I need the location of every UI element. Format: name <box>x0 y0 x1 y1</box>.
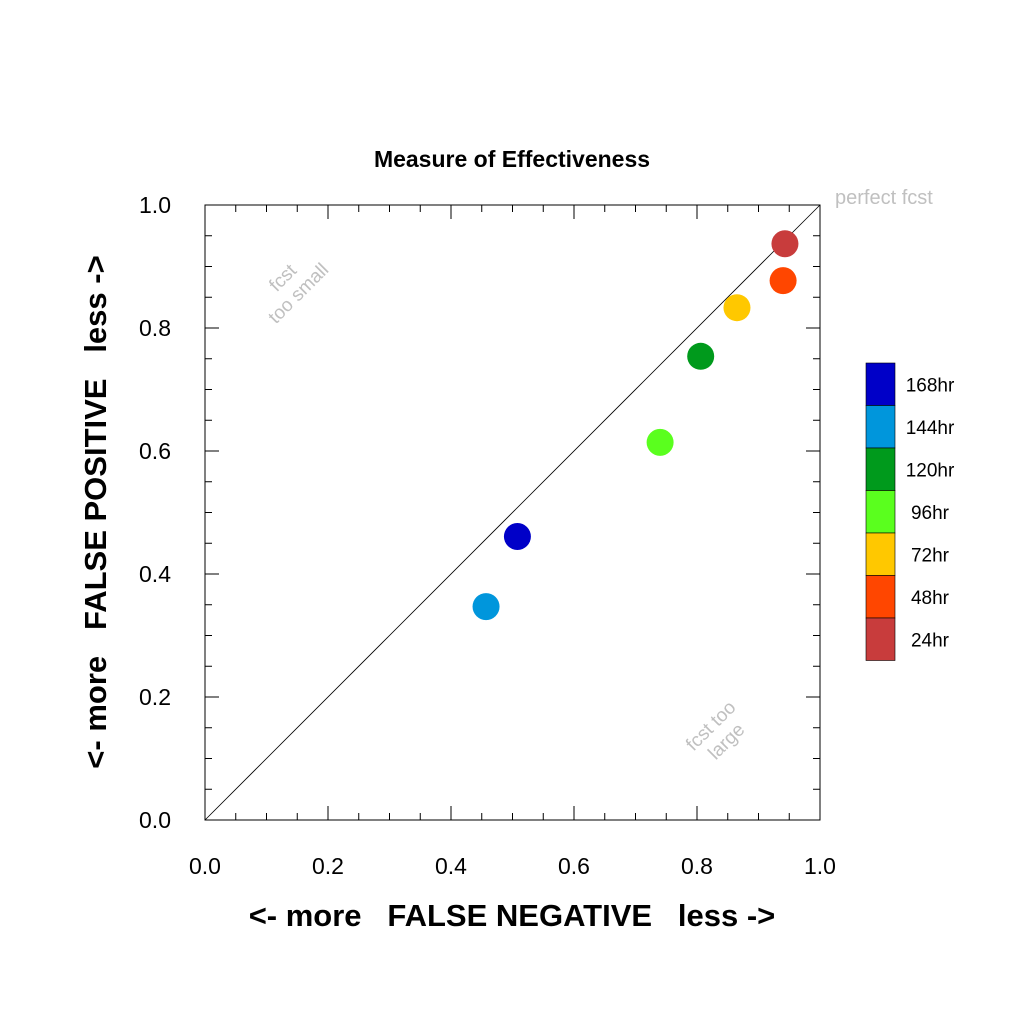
data-point-48hr <box>769 267 797 295</box>
data-points <box>472 230 799 621</box>
x-tick-label: 1.0 <box>804 853 836 879</box>
y-tick-label: 0.0 <box>139 807 171 833</box>
y-tick-label: 0.4 <box>139 561 171 587</box>
annotation-perfect-fcst: perfect fcst <box>835 187 933 209</box>
legend-label-48hr: 48hr <box>911 588 950 609</box>
data-point-168hr <box>503 522 531 550</box>
legend-label-144hr: 144hr <box>906 418 955 439</box>
y-tick-label: 0.8 <box>139 315 171 341</box>
legend-swatch-120hr <box>865 447 896 491</box>
legend: 168hr 144hr 120hr 96hr 72hr 48hr 24hr <box>865 362 955 661</box>
diagonal-segment <box>204 204 821 821</box>
y-tick-label: 0.6 <box>139 438 171 464</box>
legend-swatch-96hr <box>865 490 896 534</box>
legend-swatch-72hr <box>865 532 896 576</box>
x-tick-label: 0.0 <box>189 853 221 879</box>
legend-label-24hr: 24hr <box>911 630 950 651</box>
legend-label-120hr: 120hr <box>906 460 955 481</box>
data-point-96hr <box>646 428 674 456</box>
legend-label-168hr: 168hr <box>906 375 955 396</box>
legend-swatch-24hr <box>865 617 896 661</box>
data-point-120hr <box>687 342 715 370</box>
data-point-144hr <box>472 593 500 621</box>
x-axis-label: <- more FALSE NEGATIVE less -> <box>249 898 776 933</box>
y-axis-label: <- more FALSE POSITIVE less -> <box>78 255 113 768</box>
legend-label-96hr: 96hr <box>911 503 950 524</box>
y-tick-label: 1.0 <box>139 192 171 218</box>
x-tick-label: 0.2 <box>312 853 344 879</box>
data-point-72hr <box>723 294 751 322</box>
legend-label-72hr: 72hr <box>911 545 950 566</box>
y-tick-label: 0.2 <box>139 684 171 710</box>
legend-swatch-168hr <box>865 362 896 406</box>
y-axis-ticks: 0.0 0.2 0.4 0.6 0.8 1.0 <box>139 192 820 833</box>
x-tick-label: 0.8 <box>681 853 713 879</box>
x-axis-ticks: 0.0 0.2 0.4 0.6 0.8 1.0 <box>189 205 836 879</box>
chart-title: Measure of Effectiveness <box>374 146 650 172</box>
x-tick-label: 0.6 <box>558 853 590 879</box>
data-point-24hr <box>771 230 799 258</box>
diagonal-line <box>204 204 821 821</box>
legend-swatch-48hr <box>865 575 896 619</box>
x-tick-label: 0.4 <box>435 853 467 879</box>
legend-swatch-144hr <box>865 405 896 449</box>
